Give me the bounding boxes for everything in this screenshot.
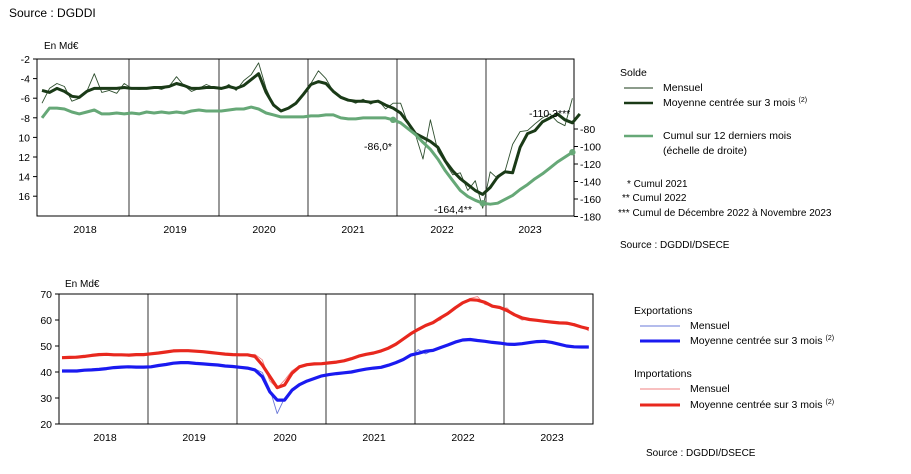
legend-label-moyenne-sup: (2)	[798, 97, 807, 104]
top-y2-tick-label: -100	[580, 142, 601, 154]
top-y2-tick-label: -140	[580, 177, 601, 189]
annotation-cumul-2022: -164,4**	[434, 204, 472, 216]
note-cumul-2021: * Cumul 2021	[627, 179, 688, 190]
annotation-cumul-2021: -86,0*	[364, 141, 392, 153]
top-y-tick: 16	[18, 191, 37, 203]
bottom-y-tick: 50	[40, 341, 59, 353]
top-legend-title: Solde	[620, 67, 647, 79]
top-year-label: 2018	[73, 224, 97, 236]
top-year-dividers	[128, 59, 487, 216]
top-y-tick: -2	[21, 54, 37, 66]
top-year-label: 2022	[430, 224, 454, 236]
bottom-y-tick: 70	[40, 289, 59, 301]
bottom-year-label: 2021	[362, 432, 386, 444]
top-y2-tick: -160	[574, 194, 601, 206]
top-y-tick-label: 16	[18, 191, 30, 203]
legend-exports-average-sup: (2)	[825, 335, 834, 342]
top-source: Source : DGDDI/DSECE	[620, 240, 730, 251]
legend-label-exports-monthly: Mensuel	[690, 320, 730, 332]
bottom-series-group	[61, 296, 590, 415]
bottom-y-axis: 70 60 50 40 30 20	[40, 289, 59, 431]
top-y-tick-label: -6	[21, 93, 30, 105]
legend-label-cumul-scale: (échelle de droite)	[663, 145, 747, 157]
legend-imports-average-sup: (2)	[825, 399, 834, 406]
bottom-y-tick-label: 70	[40, 289, 52, 301]
top-y2-tick: -80	[574, 124, 595, 136]
top-point-cumul-2022	[479, 200, 486, 207]
top-y-tick: 10	[18, 132, 37, 144]
top-y-tick-label: -4	[21, 74, 30, 86]
top-y-unit-label: En Md€	[44, 41, 79, 52]
top-point-cumul-2021	[389, 116, 397, 124]
legend-label-mensuel: Mensuel	[663, 82, 703, 94]
legend-label-imports-average: Moyenne centrée sur 3 mois (2)	[690, 399, 834, 411]
note-cumul-2022: ** Cumul 2022	[622, 193, 687, 204]
bottom-y-tick: 30	[40, 393, 59, 405]
top-y-tick-label: -2	[21, 54, 30, 66]
top-year-label: 2021	[341, 224, 365, 236]
top-y2-tick: -120	[574, 159, 601, 171]
legend-imports-title: Importations	[634, 368, 692, 380]
bottom-y-unit-label: En Md€	[65, 279, 100, 290]
top-y2-tick-label: -180	[580, 212, 601, 224]
top-y2-tick: -180	[574, 212, 601, 224]
top-y-tick: 12	[18, 152, 37, 164]
legend-label-imports-monthly: Mensuel	[690, 383, 730, 395]
top-y-tick: -8	[21, 113, 37, 125]
top-point-cumul-latest	[569, 149, 576, 156]
bottom-y-tick-label: 20	[40, 419, 52, 431]
bottom-y-tick-label: 60	[40, 315, 52, 327]
bottom-exports-average-line	[62, 337, 589, 402]
annotation-cumul-dec22-nov23: -110,3***	[529, 108, 570, 120]
top-y2-tick: -100	[574, 142, 601, 154]
top-x-axis: 2018 2019 2020 2021 2022 2023	[73, 224, 542, 236]
bottom-year-dividers	[147, 294, 505, 424]
legend-exports-title: Exportations	[634, 305, 692, 317]
top-y-tick-label: 12	[18, 152, 30, 164]
top-series-average-line	[41, 72, 581, 196]
legend-label-exports-average: Moyenne centrée sur 3 mois (2)	[690, 335, 834, 347]
top-y-tick-label: -8	[21, 113, 30, 125]
bottom-year-label: 2020	[273, 432, 297, 444]
bottom-y-tick: 20	[40, 419, 59, 431]
legend-exports-average-text: Moyenne centrée sur 3 mois	[690, 335, 822, 347]
top-source-label: Source : DGDDI	[9, 6, 96, 20]
top-y-tick: 14	[18, 172, 37, 184]
bottom-year-label: 2022	[451, 432, 475, 444]
bottom-year-label: 2019	[182, 432, 206, 444]
legend-imports-average-text: Moyenne centrée sur 3 mois	[690, 399, 822, 411]
top-year-label: 2019	[163, 224, 187, 236]
bottom-y-tick: 40	[40, 367, 59, 379]
top-y2-tick: -140	[574, 177, 601, 189]
top-year-label: 2020	[252, 224, 276, 236]
top-year-label: 2023	[518, 224, 542, 236]
bottom-source: Source : DGDDI/DSECE	[646, 448, 756, 459]
top-y2-axis: -80 -100 -120 -140 -160 -180	[573, 59, 601, 224]
legend-label-moyenne-text: Moyenne centrée sur 3 mois	[663, 97, 795, 109]
top-series-group	[40, 62, 581, 209]
top-y2-tick-label: -120	[580, 159, 601, 171]
legend-label-moyenne: Moyenne centrée sur 3 mois (2)	[663, 97, 807, 109]
bottom-y-tick-label: 40	[40, 367, 52, 379]
note-cumul-dec-nov: *** Cumul de Décembre 2022 à Novembre 20…	[618, 208, 832, 219]
bottom-y-tick-label: 50	[40, 341, 52, 353]
bottom-year-label: 2018	[93, 432, 117, 444]
bottom-y-tick-label: 30	[40, 393, 52, 405]
bottom-imports-average-line	[61, 298, 590, 390]
top-y2-tick-label: -160	[580, 194, 601, 206]
top-y-tick: -6	[21, 93, 37, 105]
bottom-x-axis: 2018 2019 2020 2021 2022 2023	[93, 432, 564, 444]
bottom-y-tick: 60	[40, 315, 59, 327]
bottom-year-label: 2023	[540, 432, 564, 444]
legend-label-cumul: Cumul sur 12 derniers mois	[663, 130, 791, 142]
top-y-tick-label: 10	[18, 132, 30, 144]
top-y-tick: -4	[21, 74, 37, 86]
top-y-tick-label: 14	[18, 172, 30, 184]
top-y-axis: -2 -4 -6 -8 10 12 14 16	[18, 54, 37, 203]
top-y2-tick-label: -80	[580, 124, 595, 136]
